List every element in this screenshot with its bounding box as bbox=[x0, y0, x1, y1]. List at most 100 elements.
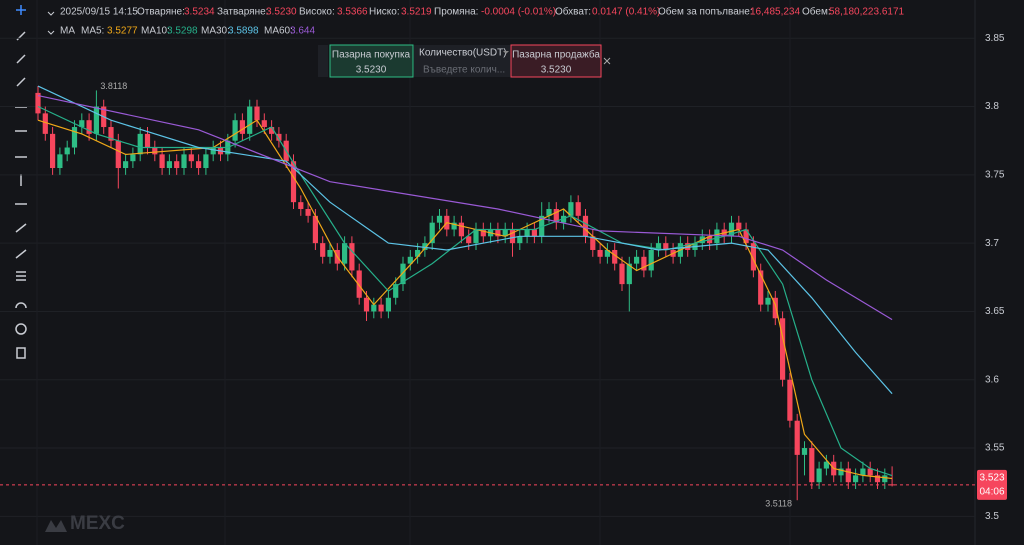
candle-body bbox=[276, 133, 282, 141]
y-tick-label: 3.75 bbox=[985, 169, 1005, 180]
trade-widget[interactable]: Пазарна покупка 3.5230 Количество(USDT) … bbox=[318, 44, 611, 78]
candle-body bbox=[320, 243, 326, 257]
candle-body bbox=[436, 215, 443, 223]
candle-body bbox=[772, 297, 778, 319]
candle-body bbox=[765, 297, 771, 305]
candle-body bbox=[115, 140, 121, 169]
tool-delete[interactable] bbox=[16, 347, 26, 359]
candle-body bbox=[626, 263, 632, 285]
field-label: Високо: bbox=[299, 7, 335, 18]
tool-magnet[interactable] bbox=[15, 302, 27, 309]
candle-body bbox=[239, 120, 245, 134]
ma-line bbox=[37, 105, 893, 477]
candle-body bbox=[458, 222, 464, 237]
ma-line bbox=[37, 119, 893, 480]
y-tick-label: 3.8 bbox=[985, 101, 999, 112]
candle-body bbox=[648, 249, 654, 271]
close-widget[interactable] bbox=[603, 57, 611, 65]
candle-body bbox=[553, 208, 559, 223]
field-label: Отваряне: bbox=[137, 7, 185, 18]
ma-value: 3.644 bbox=[290, 26, 315, 37]
candle-body bbox=[780, 318, 786, 380]
candle-body bbox=[641, 256, 647, 271]
candle-body bbox=[327, 249, 333, 257]
field-value: 3.5366 bbox=[337, 7, 368, 18]
field-value: 3.5234 bbox=[184, 7, 215, 18]
candle-body bbox=[108, 127, 114, 141]
candle-body bbox=[714, 229, 720, 244]
price-tag-countdown: 04:06 bbox=[979, 487, 1004, 498]
field-label: Обхват: bbox=[555, 6, 591, 18]
price-axis bbox=[975, 0, 1024, 545]
tool-text[interactable] bbox=[16, 271, 26, 281]
sell-label: Пазарна продажба bbox=[512, 49, 600, 61]
field-value: 3.5230 bbox=[266, 7, 297, 18]
buy-button[interactable] bbox=[329, 44, 414, 78]
sell-price: 3.5230 bbox=[541, 65, 572, 76]
field-label: Обем: bbox=[802, 6, 831, 18]
collapse-icon[interactable] bbox=[47, 30, 55, 35]
candle-body bbox=[568, 202, 574, 216]
candle-body bbox=[809, 448, 815, 483]
candle-body bbox=[261, 120, 267, 128]
collapse-icon[interactable] bbox=[47, 11, 55, 16]
tool-ray[interactable] bbox=[16, 54, 26, 64]
candle-body bbox=[728, 222, 735, 237]
candle-body bbox=[356, 270, 362, 298]
candle-body bbox=[575, 202, 581, 216]
candle-body bbox=[838, 468, 844, 476]
qty-dropdown[interactable] bbox=[503, 51, 509, 54]
sell-button[interactable] bbox=[510, 44, 602, 78]
candle-body bbox=[50, 133, 56, 169]
candle-body bbox=[203, 154, 209, 169]
tool-cross[interactable] bbox=[16, 5, 26, 15]
ma-label: MA30: bbox=[201, 26, 230, 37]
candle-body bbox=[305, 208, 311, 216]
field-label: Промяна: bbox=[434, 7, 478, 18]
candle-body bbox=[232, 120, 238, 141]
drag-handle[interactable] bbox=[318, 45, 328, 77]
candle-body bbox=[349, 243, 355, 271]
candle-time: 2025/09/15 14:15 bbox=[60, 7, 138, 18]
ma-title: MA bbox=[60, 26, 75, 37]
candle-body bbox=[524, 229, 530, 237]
field-value: 0.0147 (0.41%) bbox=[592, 7, 660, 18]
buy-price: 3.5230 bbox=[356, 65, 387, 76]
tool-pattern[interactable] bbox=[15, 223, 27, 233]
qty-label: Количество(USDT) bbox=[419, 48, 507, 59]
candle-body bbox=[509, 229, 516, 244]
ma-line bbox=[37, 85, 893, 395]
ma-line bbox=[37, 95, 893, 321]
y-tick-label: 3.85 bbox=[985, 33, 1005, 44]
candle-body bbox=[546, 208, 552, 216]
candle-body bbox=[612, 249, 618, 264]
candle-body bbox=[254, 106, 260, 121]
tool-trend[interactable] bbox=[16, 77, 26, 87]
field-value: 3.5219 bbox=[401, 7, 432, 18]
tool-hide[interactable] bbox=[15, 323, 27, 335]
candle-body bbox=[64, 147, 70, 155]
tool-shape[interactable] bbox=[15, 249, 27, 259]
candle-body bbox=[889, 484, 895, 486]
qty-input[interactable] bbox=[414, 45, 510, 77]
y-tick-label: 3.6 bbox=[985, 374, 999, 385]
price-tag bbox=[977, 469, 1007, 500]
ma-label: MA60: bbox=[264, 26, 293, 37]
plot bbox=[0, 37, 975, 517]
candle-body bbox=[312, 215, 318, 244]
extreme-label: 3.8118 bbox=[100, 81, 127, 91]
candle-body bbox=[736, 222, 742, 230]
candle-body bbox=[743, 229, 749, 244]
candle-body bbox=[166, 161, 172, 169]
candle-body bbox=[874, 475, 881, 483]
ma-label: MA5: bbox=[81, 26, 104, 37]
toolbar[interactable] bbox=[15, 5, 27, 359]
candle-body bbox=[290, 161, 297, 203]
field-label: Ниско: bbox=[369, 7, 400, 18]
candle-body bbox=[582, 215, 589, 237]
candle-body bbox=[787, 379, 793, 421]
candle-body bbox=[845, 468, 851, 483]
candle-body bbox=[663, 243, 669, 250]
candle-body bbox=[539, 215, 545, 237]
